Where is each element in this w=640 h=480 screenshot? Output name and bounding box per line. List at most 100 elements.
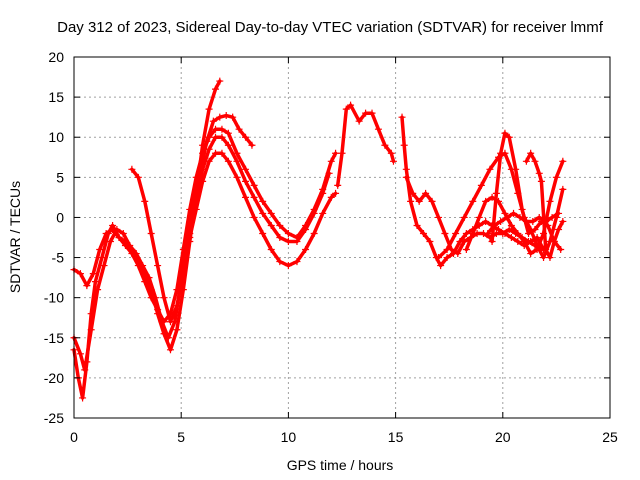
data-point-marker [537, 177, 545, 185]
series-line [188, 151, 338, 268]
data-point-marker [119, 229, 127, 237]
data-point-marker [531, 225, 539, 233]
data-point-marker [160, 294, 168, 302]
data-point-marker [407, 197, 415, 205]
x-tick-label: 10 [281, 429, 297, 445]
data-point-marker [205, 105, 213, 113]
data-point-marker [242, 133, 250, 141]
data-point-marker [212, 149, 220, 157]
data-point-marker [402, 173, 410, 181]
data-point-marker [437, 262, 445, 270]
data-point-marker [284, 229, 292, 237]
data-point-marker [267, 209, 275, 217]
data-point-marker [434, 254, 442, 262]
data-point-marker [192, 173, 200, 181]
data-point-marker [173, 326, 181, 334]
series-line [436, 151, 565, 260]
data-point-marker [422, 189, 430, 197]
data-point-marker [409, 189, 417, 197]
data-point-marker [147, 294, 155, 302]
chart-title: Day 312 of 2023, Sidereal Day-to-day VTE… [57, 19, 604, 36]
data-point-marker [166, 318, 174, 326]
x-tick-label: 15 [388, 429, 404, 445]
data-point-marker [477, 181, 485, 189]
data-point-marker [302, 225, 310, 233]
data-point-marker [505, 225, 513, 233]
data-point-marker [212, 85, 220, 93]
data-point-marker [559, 185, 567, 193]
plot-data [70, 77, 567, 402]
data-point-marker [276, 258, 284, 266]
series-line [400, 115, 546, 268]
data-point-marker [469, 229, 477, 237]
data-point-marker [276, 221, 284, 229]
data-point-marker [186, 234, 194, 241]
series-line [524, 151, 565, 260]
data-point-marker [179, 270, 187, 278]
y-tick-label: -10 [44, 290, 64, 306]
data-point-marker [284, 238, 292, 246]
data-point-marker [233, 173, 241, 181]
data-point-marker [332, 189, 340, 197]
data-point-marker [310, 229, 318, 237]
data-point-marker [327, 193, 335, 201]
data-point-marker [540, 254, 548, 262]
data-point-marker [338, 149, 346, 157]
y-tick-label: -25 [44, 410, 64, 426]
data-point-marker [173, 302, 181, 310]
data-point-marker [141, 278, 149, 286]
data-point-marker [106, 238, 114, 246]
data-point-marker [443, 246, 451, 254]
data-point-marker [475, 213, 483, 221]
data-point-marker [514, 229, 522, 237]
data-point-marker [443, 254, 451, 262]
data-point-marker [242, 177, 250, 185]
data-point-marker [503, 213, 511, 221]
data-point-marker [76, 270, 84, 278]
data-point-marker [89, 270, 97, 278]
data-point-marker [454, 250, 462, 258]
data-point-marker [250, 181, 258, 189]
data-point-marker [505, 133, 513, 141]
data-point-marker [368, 109, 376, 117]
data-point-marker [109, 225, 117, 233]
data-point-marker [512, 165, 520, 173]
data-point-marker [546, 197, 554, 205]
data-point-marker [522, 157, 530, 165]
data-point-marker [293, 238, 301, 246]
data-point-marker [319, 189, 327, 197]
x-tick-label: 5 [177, 429, 185, 445]
data-point-marker [559, 217, 567, 225]
data-point-marker [192, 205, 200, 213]
data-point-marker [550, 238, 558, 246]
data-point-marker [293, 258, 301, 266]
satellite-track-1 [70, 77, 224, 402]
data-point-marker [514, 238, 522, 246]
data-point-marker [205, 133, 213, 141]
data-point-marker [319, 209, 327, 217]
data-point-marker [535, 213, 543, 221]
data-point-marker [525, 229, 533, 237]
data-point-marker [419, 229, 427, 237]
data-point-marker [518, 205, 526, 213]
data-point-marker [79, 394, 87, 402]
series-line [72, 79, 222, 400]
data-point-marker [374, 125, 382, 133]
data-point-marker [398, 113, 406, 121]
data-point-marker [96, 246, 104, 254]
data-point-marker [284, 262, 292, 270]
data-point-marker [497, 149, 505, 157]
data-point-marker [482, 197, 490, 205]
plot-frame [73, 56, 611, 419]
data-point-marker [128, 165, 136, 173]
data-point-marker [441, 229, 449, 237]
data-point-marker [102, 229, 110, 237]
data-point-marker [499, 229, 507, 237]
data-point-marker [94, 286, 102, 294]
data-point-marker [527, 149, 535, 157]
data-point-marker [250, 193, 258, 201]
data-point-marker [164, 334, 172, 342]
data-point-marker [415, 197, 423, 205]
